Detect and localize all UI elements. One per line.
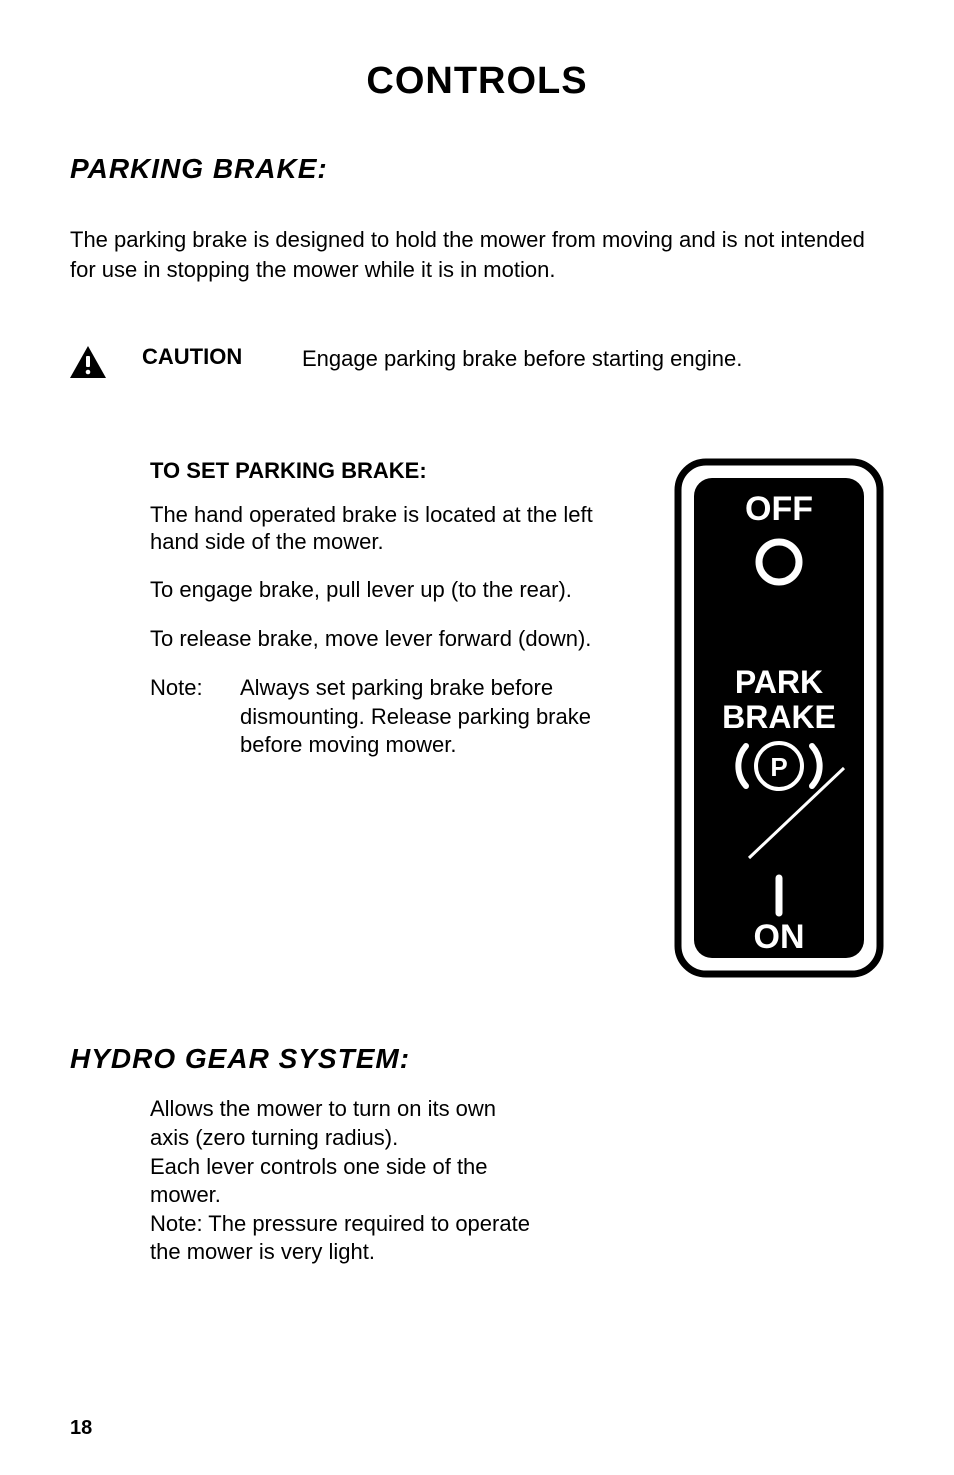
- page-number: 18: [70, 1417, 92, 1440]
- engage-brake-text: To engage brake, pull lever up (to the r…: [150, 577, 634, 603]
- note-label: Note:: [150, 674, 240, 760]
- hydro-section: HYDRO GEAR SYSTEM: Allows the mower to t…: [70, 1043, 884, 1267]
- off-text: OFF: [745, 490, 813, 528]
- hydro-line-6: the mower is very light.: [150, 1239, 375, 1264]
- content-row: TO SET PARKING BRAKE: The hand operated …: [70, 458, 884, 983]
- park-brake-label-icon: OFF PARK BRAKE P ON: [674, 458, 884, 978]
- hydro-line-2: axis (zero turning radius).: [150, 1125, 398, 1150]
- warning-icon: [70, 346, 106, 378]
- note-body: Always set parking brake before dismount…: [240, 674, 634, 760]
- svg-text:P: P: [770, 752, 787, 782]
- instructions-column: TO SET PARKING BRAKE: The hand operated …: [70, 458, 634, 759]
- set-brake-subheading: TO SET PARKING BRAKE:: [150, 458, 634, 484]
- release-brake-text: To release brake, move lever forward (do…: [150, 626, 634, 652]
- park-text: PARK: [735, 664, 823, 700]
- note-row: Note: Always set parking brake before di…: [150, 674, 634, 760]
- brake-label-diagram: OFF PARK BRAKE P ON: [674, 458, 884, 983]
- hydro-line-1: Allows the mower to turn on its own: [150, 1096, 496, 1121]
- hydro-line-3: Each lever controls one side of the: [150, 1154, 488, 1179]
- hydro-line-5: Note: The pressure required to operate: [150, 1211, 530, 1236]
- brake-location-text: The hand operated brake is located at th…: [150, 502, 634, 555]
- parking-brake-intro: The parking brake is designed to hold th…: [70, 225, 884, 284]
- on-text: ON: [754, 918, 805, 956]
- caution-label: CAUTION: [142, 344, 292, 370]
- hydro-line-4: mower.: [150, 1182, 221, 1207]
- caution-text: Engage parking brake before starting eng…: [302, 344, 742, 374]
- hydro-heading: HYDRO GEAR SYSTEM:: [70, 1043, 884, 1075]
- page-title: CONTROLS: [70, 60, 884, 103]
- brake-text: BRAKE: [722, 699, 836, 735]
- caution-block: CAUTION Engage parking brake before star…: [70, 344, 884, 378]
- parking-brake-heading: PARKING BRAKE:: [70, 153, 884, 185]
- hydro-body: Allows the mower to turn on its own axis…: [70, 1095, 884, 1267]
